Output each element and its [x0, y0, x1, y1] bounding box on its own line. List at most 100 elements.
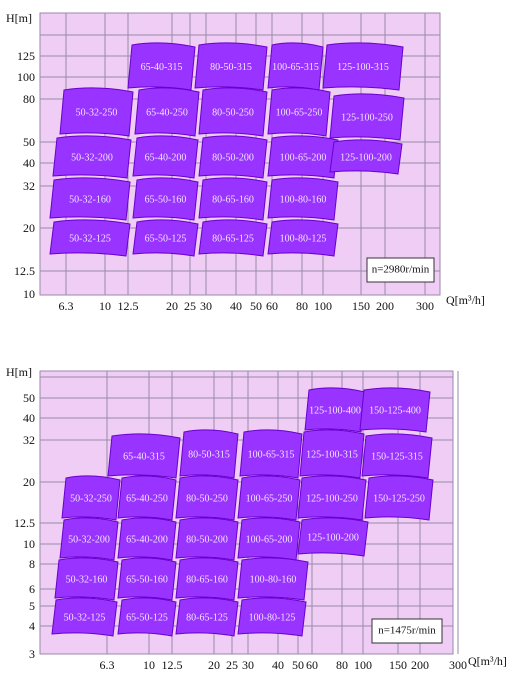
- y-tick-label: 50: [23, 391, 35, 405]
- pump-region: [59, 87, 134, 137]
- pump-region: [198, 177, 268, 221]
- y-tick-label: 50: [23, 135, 35, 149]
- pump-region: [267, 87, 331, 137]
- pump-region: [267, 177, 339, 221]
- pump-model-label: 125-100-200: [340, 152, 392, 163]
- pump-region: [61, 475, 121, 521]
- y-tick-label: 10: [23, 287, 35, 301]
- y-tick-label: 20: [23, 475, 35, 489]
- pump-model-label: 50-32-160: [69, 194, 111, 205]
- pump-model-label: 80-50-315: [188, 449, 230, 460]
- pump-model-label: 65-40-200: [126, 534, 168, 545]
- x-tick-label: 10: [143, 658, 155, 672]
- pump-region: [117, 517, 177, 561]
- pump-model-label: 125-100-400: [309, 405, 361, 416]
- pump-model-label: 80-65-160: [186, 574, 228, 585]
- pump-region: [49, 219, 131, 257]
- x-tick-label: 150: [352, 299, 370, 313]
- pump-region: [134, 87, 200, 137]
- pump-model-label: 100-65-250: [246, 493, 293, 504]
- pump-model-label: 100-80-125: [280, 233, 327, 244]
- x-tick-label: 20: [208, 658, 220, 672]
- pump-model-label: 50-32-125: [64, 612, 106, 623]
- pump-region: [175, 597, 239, 637]
- x-axis-title: Q[m³/h]: [468, 654, 507, 668]
- pump-region: [127, 42, 196, 91]
- pump-region: [304, 387, 366, 433]
- pump-model-label: 50-32-200: [71, 152, 113, 163]
- pump-model-label: 50-32-160: [66, 574, 108, 585]
- x-tick-label: 50: [292, 658, 304, 672]
- x-tick-label: 100: [354, 658, 372, 672]
- pump-region: [52, 135, 132, 179]
- x-tick-label: 60: [266, 299, 278, 313]
- pump-model-label: 80-65-160: [212, 194, 254, 205]
- pump-model-label: 100-80-160: [280, 194, 327, 205]
- x-tick-label: 12.5: [118, 299, 139, 313]
- speed-label: n=1475r/min: [378, 625, 436, 637]
- y-tick-label: 100: [17, 70, 35, 84]
- x-axis-title: Q[m³/h]: [446, 293, 485, 307]
- pump-region: [237, 475, 301, 521]
- pump-model-label: 100-65-200: [246, 534, 293, 545]
- pump-model-label: 125-100-250: [341, 112, 393, 123]
- pump-model-label: 65-40-315: [123, 451, 165, 462]
- x-tick-label: 25: [184, 299, 196, 313]
- x-tick-label: 80: [296, 299, 308, 313]
- y-tick-label: 4: [29, 619, 35, 633]
- pump-model-label: 80-50-200: [212, 152, 254, 163]
- pump-model-label: 65-50-125: [126, 612, 168, 623]
- pump-model-label: 125-100-250: [306, 493, 358, 504]
- pump-model-label: 150-125-250: [373, 493, 425, 504]
- y-tick-label: 20: [23, 221, 35, 235]
- pump-model-label: 100-80-125: [249, 612, 296, 623]
- pump-region: [117, 475, 177, 521]
- pump-region: [329, 93, 405, 141]
- pump-region: [364, 475, 434, 521]
- pump-region: [117, 557, 177, 601]
- x-tick-label: 30: [242, 658, 254, 672]
- pump-region: [198, 219, 268, 257]
- pump-region: [361, 433, 433, 479]
- pump-region: [132, 219, 199, 257]
- pump-model-label: 65-40-250: [126, 493, 168, 504]
- x-tick-label: 150: [389, 658, 407, 672]
- y-tick-label: 32: [23, 179, 35, 193]
- pump-region: [117, 597, 177, 637]
- pump-model-label: 100-80-160: [250, 574, 297, 585]
- pump-region: [359, 387, 431, 433]
- pump-model-label: 50-32-200: [68, 534, 110, 545]
- pump-region: [237, 557, 309, 601]
- x-tick-label: 12.5: [162, 658, 183, 672]
- x-tick-label: 25: [226, 658, 238, 672]
- pump-region: [175, 475, 239, 521]
- x-tick-label: 6.3: [59, 299, 74, 313]
- pump-region: [198, 87, 268, 137]
- x-tick-label: 40: [230, 299, 242, 313]
- x-tick-label: 20: [166, 299, 178, 313]
- y-axis-title: H[m]: [6, 11, 32, 25]
- pump-model-label: 100-65-250: [276, 107, 323, 118]
- x-tick-label: 6.3: [100, 658, 115, 672]
- chart-1475-rpm: 50-32-125 65-50-125 80-65-125 100-80-125 50-…: [6, 365, 507, 672]
- pump-region: [132, 177, 199, 221]
- pump-model-label: 65-50-160: [145, 194, 187, 205]
- pump-region: [175, 517, 239, 561]
- y-tick-label: 40: [23, 156, 35, 170]
- x-tick-label: 50: [250, 299, 262, 313]
- y-tick-label: 10: [23, 537, 35, 551]
- pump-region: [49, 177, 131, 221]
- pump-model-label: 150-125-315: [371, 451, 423, 462]
- y-tick-label: 125: [17, 49, 35, 63]
- pump-model-label: 125-100-315: [337, 62, 389, 73]
- pump-region: [198, 135, 268, 179]
- pump-model-label: 80-50-250: [212, 107, 254, 118]
- x-tick-label: 200: [376, 299, 394, 313]
- pump-region: [175, 557, 239, 601]
- y-tick-label: 8: [29, 557, 35, 571]
- y-tick-label: 32: [23, 433, 35, 447]
- pump-model-label: 80-65-125: [212, 233, 254, 244]
- pump-region: [299, 429, 365, 479]
- pump-model-label: 65-50-160: [126, 574, 168, 585]
